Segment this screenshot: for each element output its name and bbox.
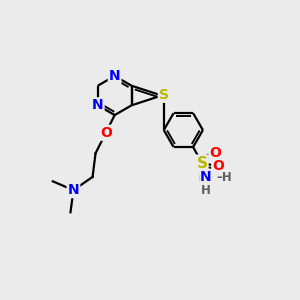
Text: N: N (68, 183, 79, 197)
Text: N: N (200, 170, 212, 184)
Text: –H: –H (217, 170, 232, 184)
Text: S: S (196, 156, 208, 171)
Text: O: O (212, 159, 224, 173)
Text: O: O (209, 146, 221, 160)
Text: N: N (109, 69, 121, 83)
Text: S: S (159, 88, 169, 102)
Text: N: N (92, 98, 103, 112)
Text: O: O (100, 126, 112, 140)
Text: H: H (201, 184, 211, 197)
